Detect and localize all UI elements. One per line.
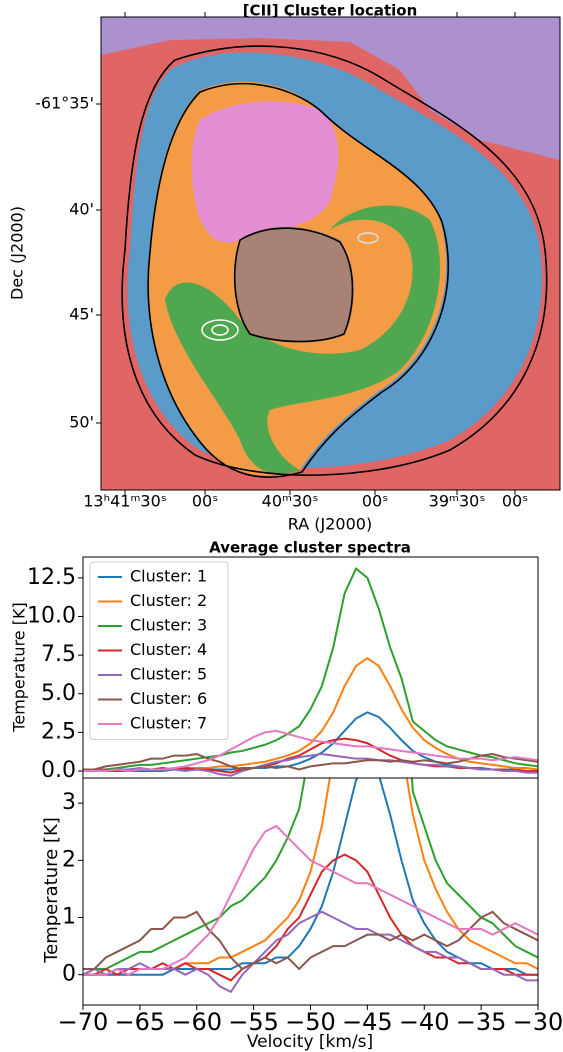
y-tick-label: 2 (62, 847, 76, 872)
map-y-tick-label: 50' (69, 413, 94, 432)
x-tick-label: −30 (513, 1008, 563, 1036)
x-label: Velocity [km/s] (247, 1032, 373, 1052)
map-x-tick-label: 39ᵐ30ˢ (429, 492, 486, 511)
legend-label: Cluster: 4 (130, 640, 207, 659)
map-title: [CII] Cluster location (243, 2, 418, 20)
spectrum-line (83, 778, 538, 976)
spectrum-line (83, 778, 538, 976)
map-y-tick-label: 45' (69, 305, 94, 324)
map-y-tick-label: -61°35' (35, 94, 94, 113)
legend-label: Cluster: 3 (130, 616, 207, 635)
map-x-tick-label: 00ˢ (362, 492, 388, 511)
x-tick-label: −65 (115, 1008, 166, 1036)
legend-label: Cluster: 1 (130, 567, 207, 586)
legend-label: Cluster: 6 (130, 689, 207, 708)
x-tick-label: −50 (285, 1008, 336, 1036)
legend-label: Cluster: 7 (130, 714, 207, 733)
y-tick-label: 10.0 (27, 604, 76, 629)
map-x-tick-label: 13ʰ41ᵐ30ˢ (83, 492, 167, 511)
x-tick-label: −70 (58, 1008, 109, 1036)
legend-box (89, 561, 229, 740)
spectrum-line (83, 824, 538, 976)
x-tick-label: −45 (342, 1008, 393, 1036)
map-y-tick-label: 40' (69, 200, 94, 219)
x-tick-label: −35 (456, 1008, 507, 1036)
x-tick-label: −60 (171, 1008, 222, 1036)
legend-label: Cluster: 5 (130, 665, 207, 684)
y-tick-label: 0.0 (41, 758, 76, 783)
map-x-tick-label: 40ᵐ30ˢ (262, 492, 319, 511)
y-tick-label: 3 (62, 790, 76, 815)
x-tick-label: −40 (399, 1008, 450, 1036)
spectrum-line (83, 853, 538, 982)
map-x-tick-label: 00ˢ (192, 492, 218, 511)
cluster-map (101, 17, 560, 490)
map-y-label: Dec (J2000) (8, 206, 27, 300)
plot-area (83, 778, 538, 994)
x-tick-label: −55 (228, 1008, 279, 1036)
spectra-title: Average cluster spectra (209, 539, 411, 557)
y-tick-label: 7.5 (41, 642, 76, 667)
y-tick-label: 12.5 (27, 565, 76, 590)
spectrum-line (83, 753, 538, 771)
legend-label: Cluster: 2 (130, 591, 207, 610)
map-frame (100, 16, 561, 491)
axes-frame (82, 777, 539, 1006)
y-tick-label: 5.0 (41, 681, 76, 706)
spectrum-line (83, 737, 538, 774)
map-x-tick-label: 00ˢ (502, 492, 528, 511)
plot-area (83, 566, 538, 777)
spectrum-line (83, 729, 538, 773)
y-tick-label: 0 (62, 962, 76, 987)
spectrum-line (83, 910, 538, 971)
y-tick-label: 2.5 (41, 719, 76, 744)
map-x-label: RA (J2000) (288, 515, 372, 534)
spectrum-line (83, 566, 538, 773)
bottom-y-label: Temperature [K] (41, 817, 62, 964)
top-y-label: Temperature [K] (10, 602, 29, 732)
y-tick-label: 1 (62, 905, 76, 930)
